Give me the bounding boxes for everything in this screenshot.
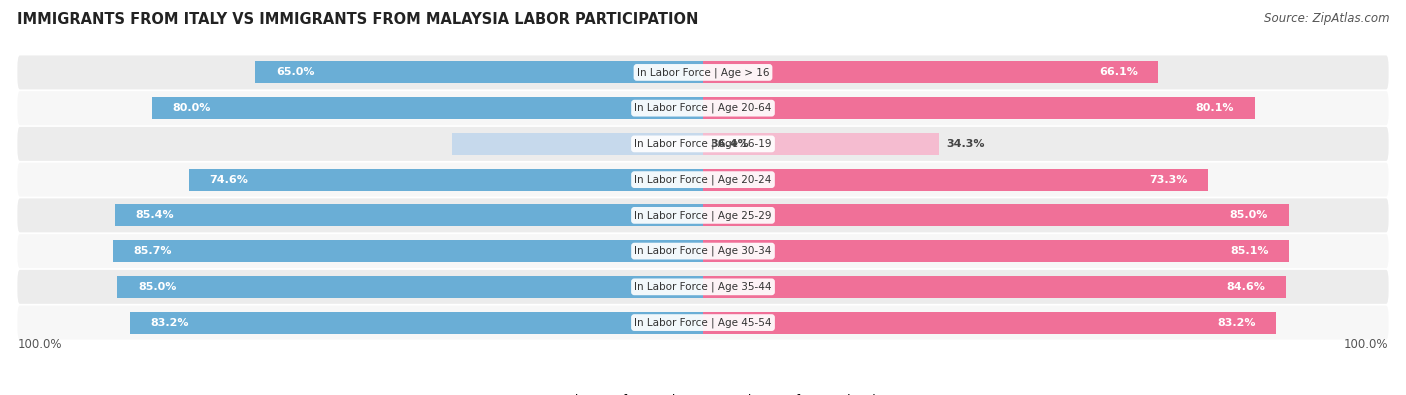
Bar (703, 97, 1254, 119)
Text: 85.4%: 85.4% (135, 211, 174, 220)
Bar (703, 133, 939, 155)
Bar (115, 204, 703, 226)
Bar (112, 240, 703, 262)
FancyBboxPatch shape (17, 91, 1389, 125)
Text: In Labor Force | Age 20-64: In Labor Force | Age 20-64 (634, 103, 772, 113)
Bar (703, 276, 1286, 298)
FancyBboxPatch shape (17, 234, 1389, 268)
Bar (453, 133, 703, 155)
Text: 34.3%: 34.3% (946, 139, 984, 149)
FancyBboxPatch shape (17, 55, 1389, 89)
Bar (703, 240, 1289, 262)
Bar (152, 97, 703, 119)
Text: In Labor Force | Age 45-54: In Labor Force | Age 45-54 (634, 317, 772, 328)
Bar (118, 276, 703, 298)
Text: 85.7%: 85.7% (134, 246, 172, 256)
Text: 83.2%: 83.2% (1218, 318, 1256, 327)
Text: In Labor Force | Age 35-44: In Labor Force | Age 35-44 (634, 282, 772, 292)
FancyBboxPatch shape (17, 163, 1389, 197)
Bar (188, 169, 703, 191)
Text: 83.2%: 83.2% (150, 318, 188, 327)
Text: 66.1%: 66.1% (1099, 68, 1137, 77)
Text: In Labor Force | Age 25-29: In Labor Force | Age 25-29 (634, 210, 772, 221)
FancyBboxPatch shape (17, 198, 1389, 232)
FancyBboxPatch shape (17, 270, 1389, 304)
Bar (256, 61, 703, 83)
Bar (129, 312, 703, 334)
Text: 100.0%: 100.0% (1344, 338, 1389, 351)
Text: 80.0%: 80.0% (173, 103, 211, 113)
Bar (703, 169, 1208, 191)
Text: IMMIGRANTS FROM ITALY VS IMMIGRANTS FROM MALAYSIA LABOR PARTICIPATION: IMMIGRANTS FROM ITALY VS IMMIGRANTS FROM… (17, 12, 699, 27)
FancyBboxPatch shape (17, 306, 1389, 340)
Text: 84.6%: 84.6% (1226, 282, 1265, 292)
Text: In Labor Force | Age > 16: In Labor Force | Age > 16 (637, 67, 769, 78)
Text: In Labor Force | Age 16-19: In Labor Force | Age 16-19 (634, 139, 772, 149)
Text: In Labor Force | Age 20-24: In Labor Force | Age 20-24 (634, 174, 772, 185)
Text: 85.0%: 85.0% (1230, 211, 1268, 220)
Text: 100.0%: 100.0% (17, 338, 62, 351)
Text: 85.1%: 85.1% (1230, 246, 1268, 256)
Text: 85.0%: 85.0% (138, 282, 176, 292)
FancyBboxPatch shape (17, 127, 1389, 161)
Text: Source: ZipAtlas.com: Source: ZipAtlas.com (1264, 12, 1389, 25)
Bar (703, 312, 1277, 334)
Text: 80.1%: 80.1% (1195, 103, 1234, 113)
Text: In Labor Force | Age 30-34: In Labor Force | Age 30-34 (634, 246, 772, 256)
Text: 73.3%: 73.3% (1149, 175, 1187, 184)
Legend: Immigrants from Italy, Immigrants from Malaysia: Immigrants from Italy, Immigrants from M… (522, 394, 884, 395)
Bar (703, 61, 1159, 83)
Bar (703, 204, 1289, 226)
Text: 74.6%: 74.6% (209, 175, 249, 184)
Text: 65.0%: 65.0% (276, 68, 315, 77)
Text: 36.4%: 36.4% (710, 139, 748, 149)
